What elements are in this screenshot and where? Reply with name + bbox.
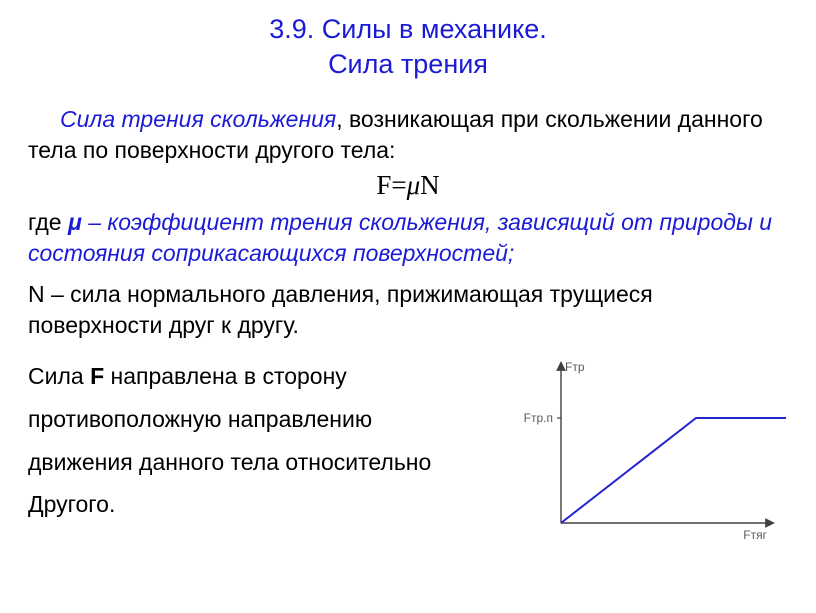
- dir-l4: Другого.: [28, 483, 513, 526]
- mu-symbol: μ: [68, 209, 82, 235]
- paragraph-definition: Сила трения скольжения, возникающая при …: [28, 104, 788, 166]
- svg-text:Fтр.п: Fтр.п: [524, 411, 553, 425]
- dir-F: F: [90, 363, 104, 389]
- paragraph-mu: где μ – коэффициент трения скольжения, з…: [28, 207, 788, 269]
- dir-l3: движения данного тела относительно: [28, 441, 513, 484]
- dir-l2: противоположную направлению: [28, 398, 513, 441]
- friction-chart: Fтр.п Fтр Fтяг: [523, 351, 788, 551]
- title-line-1: 3.9. Силы в механике.: [28, 12, 788, 47]
- svg-text:Fтяг: Fтяг: [743, 528, 767, 542]
- direction-text: Сила F направлена в сторону противополож…: [28, 355, 513, 525]
- dir-l1a: Сила: [28, 363, 90, 389]
- term-friction: Сила трения скольжения: [60, 106, 336, 132]
- mu-description: – коэффициент трения скольжения, зависящ…: [28, 209, 772, 266]
- slide-title: 3.9. Силы в механике. Сила трения: [28, 12, 788, 82]
- paragraph-n: N – сила нормального давления, прижимающ…: [28, 279, 788, 341]
- svg-text:Fтр: Fтр: [565, 360, 585, 374]
- formula: F=μN: [28, 170, 788, 201]
- mu-prefix: где: [28, 209, 68, 235]
- title-line-2: Сила трения: [28, 47, 788, 82]
- dir-l1b: направлена в сторону: [104, 363, 347, 389]
